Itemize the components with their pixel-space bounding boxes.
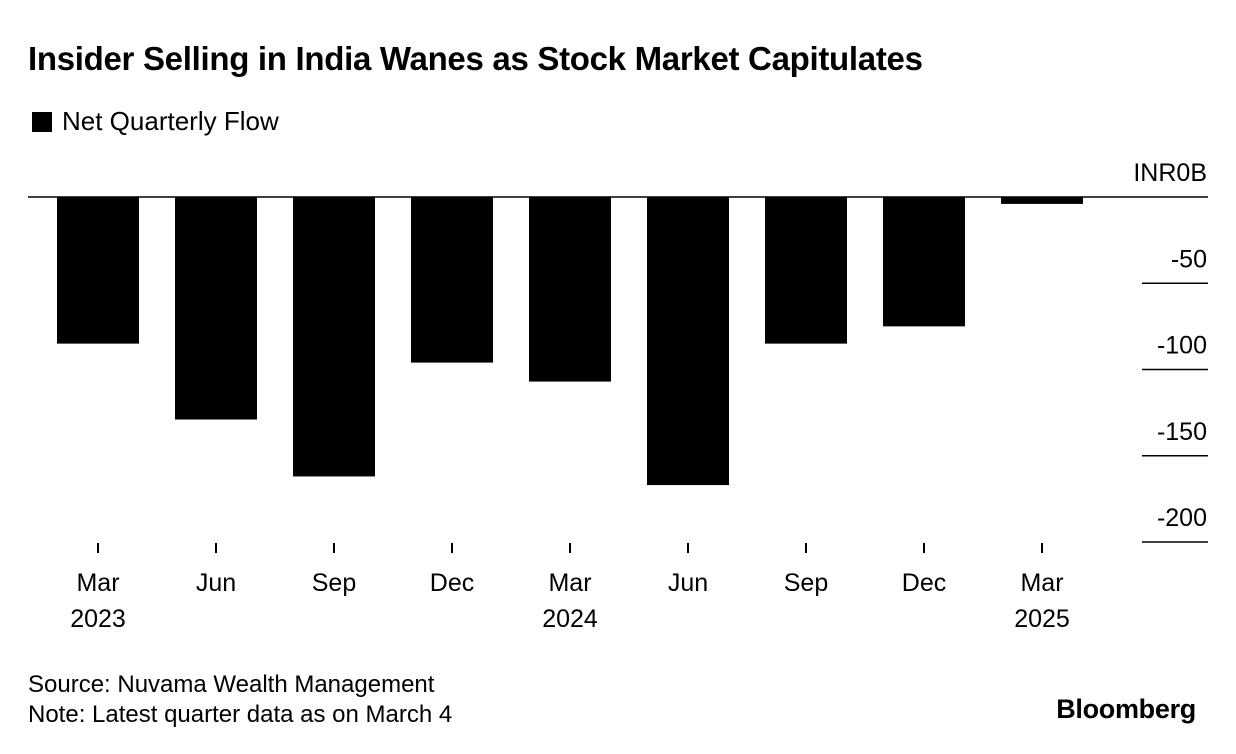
x-tick-label: Mar	[1020, 569, 1063, 597]
bar	[411, 197, 493, 363]
x-tick-year-label: 2025	[1014, 605, 1070, 633]
legend-label: Net Quarterly Flow	[62, 106, 279, 136]
data-note: Note: Latest quarter data as on March 4	[28, 701, 453, 728]
x-tick-label: Dec	[902, 569, 946, 597]
x-tick-label: Sep	[784, 569, 828, 597]
legend: Net Quarterly Flow	[32, 106, 279, 137]
bar	[647, 197, 729, 486]
y-tick-label: -50	[1171, 245, 1207, 273]
x-tick-year-label: 2023	[70, 605, 126, 633]
x-tick-label: Mar	[76, 569, 119, 597]
source-note: Source: Nuvama Wealth Management	[28, 671, 435, 698]
bloomberg-logo: Bloomberg	[1056, 694, 1196, 724]
x-tick-label: Mar	[548, 569, 591, 597]
x-tick-label: Dec	[430, 569, 474, 597]
bar	[529, 197, 611, 382]
x-tick-label: Jun	[196, 569, 236, 597]
footer: Source: Nuvama Wealth Management Note: L…	[28, 670, 452, 730]
bar	[883, 197, 965, 327]
y-tick-label: -100	[1157, 332, 1207, 360]
bar	[1001, 197, 1083, 204]
bar	[293, 197, 375, 477]
x-tick-label: Sep	[312, 569, 356, 597]
chart-title: Insider Selling in India Wanes as Stock …	[28, 40, 923, 77]
bar	[175, 197, 257, 420]
x-tick-label: Jun	[668, 569, 708, 597]
x-tick-year-label: 2024	[542, 605, 598, 633]
bar	[765, 197, 847, 344]
y-tick-label: -200	[1157, 504, 1207, 532]
y-tick-label: INR0B	[1133, 159, 1207, 187]
legend-swatch	[32, 111, 52, 132]
y-tick-label: -150	[1157, 418, 1207, 446]
bar	[57, 197, 139, 344]
